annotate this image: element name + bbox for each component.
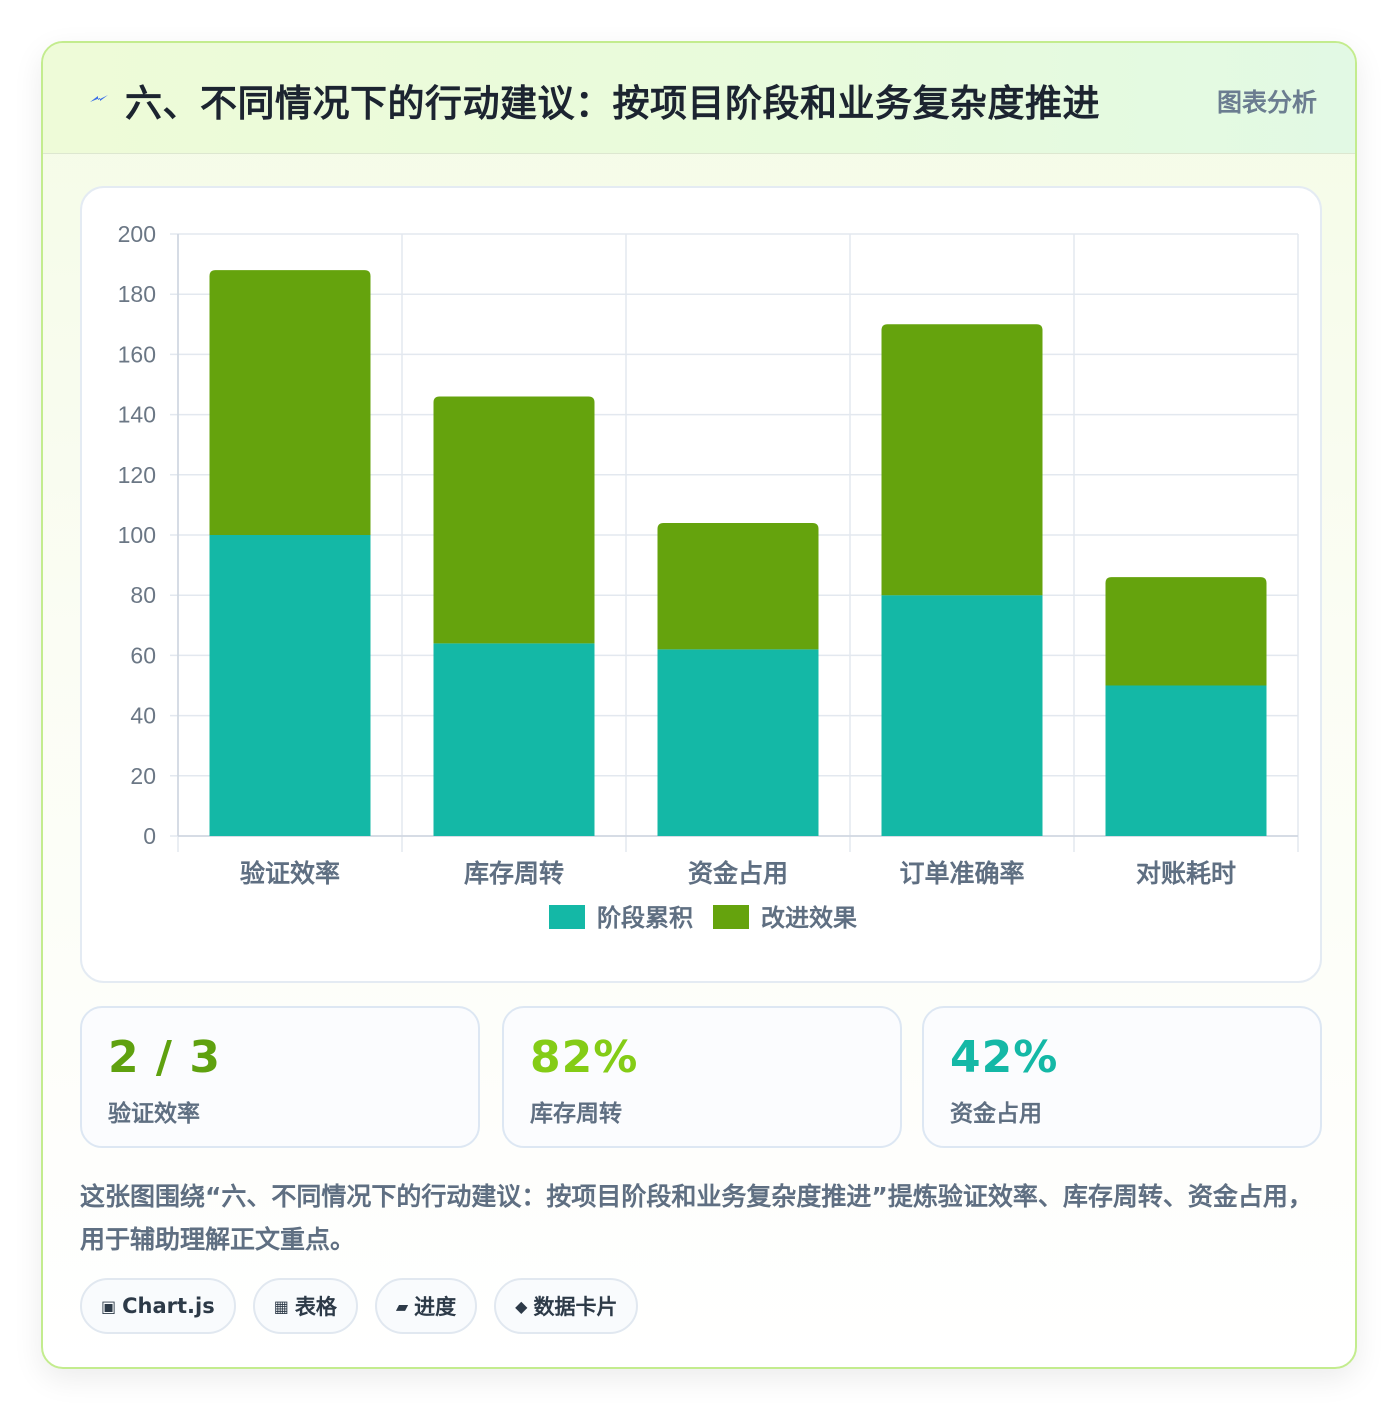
bar-segment <box>881 595 1043 836</box>
y-tick-label: 80 <box>130 582 156 608</box>
x-tick-label: 对账耗时 <box>1136 859 1236 888</box>
x-tick-label: 订单准确率 <box>899 859 1024 888</box>
x-tick-label: 验证效率 <box>240 859 340 888</box>
legend-label: 改进效果 <box>761 904 857 932</box>
y-tick-label: 180 <box>118 281 156 307</box>
stat-card-1: 2 / 3 验证效率 <box>80 1006 480 1148</box>
stat-label: 库存周转 <box>530 1101 622 1127</box>
chart-panel: 0 20 40 60 80 100 120 140 160 180 200 验证效率 库存周转 资金占用 订… <box>80 186 1322 983</box>
chart-card: 六、不同情况下的行动建议：按项目阶段和业务复杂度推进 图表分析 0 20 40 60 8… <box>41 41 1357 1369</box>
stat-value: 2 / 3 <box>108 1032 221 1083</box>
tag-list: ▣ Chart.js ▦ 表格 ▰ 进度 ◆ 数据卡片 <box>80 1278 639 1334</box>
stat-label: 资金占用 <box>950 1101 1042 1127</box>
bar-segment <box>881 324 1043 596</box>
bar-segment <box>433 643 595 836</box>
y-tick-label: 100 <box>118 522 156 548</box>
chart-analysis-badge: 图表分析 <box>1216 88 1317 117</box>
stat-card-3: 42% 资金占用 <box>922 1006 1322 1148</box>
bar-segment <box>433 396 595 644</box>
stat-value: 82% <box>530 1032 639 1083</box>
stat-card-2: 82% 库存周转 <box>502 1006 902 1148</box>
legend-swatch <box>713 905 749 929</box>
lightning-icon <box>90 95 108 102</box>
tag-label: 数据卡片 <box>533 1295 618 1319</box>
y-tick-label: 20 <box>130 763 156 789</box>
stacked-bar-chart: 0 20 40 60 80 100 120 140 160 180 200 验证效率 库存周转 资金占用 订… <box>118 221 1299 932</box>
y-tick-label: 0 <box>143 823 156 849</box>
stat-value: 42% <box>950 1032 1059 1083</box>
y-tick-label: 200 <box>118 221 156 247</box>
bar-segment <box>1105 685 1267 836</box>
bar-segment <box>1105 577 1267 686</box>
tag-label: 表格 <box>294 1295 337 1319</box>
diamond-icon: ◆ <box>515 1296 528 1316</box>
chart-icon: ▣ <box>101 1296 117 1316</box>
tag-data-card[interactable]: ◆ 数据卡片 <box>494 1278 639 1334</box>
x-tick-label: 库存周转 <box>464 859 564 888</box>
y-tick-label: 60 <box>130 642 156 668</box>
y-tick-label: 140 <box>118 402 156 428</box>
bar-segment <box>657 522 819 650</box>
bar-segment <box>657 649 819 836</box>
card-header: 六、不同情况下的行动建议：按项目阶段和业务复杂度推进 图表分析 <box>43 43 1355 154</box>
page-title: 六、不同情况下的行动建议：按项目阶段和业务复杂度推进 <box>125 82 1100 125</box>
table-icon: ▦ <box>273 1296 289 1316</box>
tag-progress[interactable]: ▰ 进度 <box>374 1278 478 1334</box>
y-tick-label: 160 <box>118 341 156 367</box>
tag-table[interactable]: ▦ 表格 <box>252 1278 358 1334</box>
tag-label: Chart.js <box>122 1294 215 1318</box>
legend-label: 阶段累积 <box>597 904 693 932</box>
y-tick-label: 120 <box>118 462 156 488</box>
bar-segment <box>209 535 371 836</box>
progress-icon: ▰ <box>395 1296 409 1316</box>
y-tick-label: 40 <box>130 703 156 729</box>
tag-label: 进度 <box>414 1295 457 1319</box>
chart-description: 这张图围绕“六、不同情况下的行动建议：按项目阶段和业务复杂度推进”提炼验证效率、… <box>80 1182 1313 1254</box>
bar-segment <box>209 270 371 535</box>
x-tick-label: 资金占用 <box>688 859 788 888</box>
tag-chartjs[interactable]: ▣ Chart.js <box>80 1278 236 1334</box>
legend-swatch <box>549 905 585 929</box>
stat-label: 验证效率 <box>108 1101 200 1127</box>
